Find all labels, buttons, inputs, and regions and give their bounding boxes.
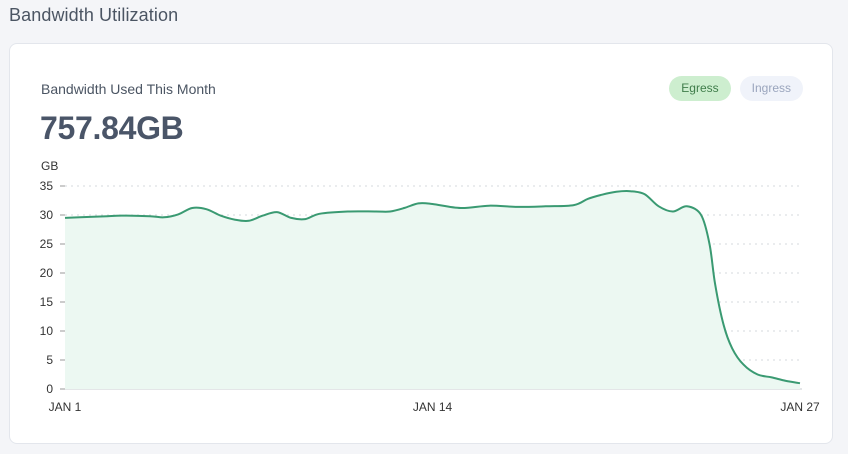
ingress-toggle[interactable]: Ingress (739, 76, 803, 101)
bandwidth-card: Bandwidth Used This Month 757.84GB Egres… (9, 43, 833, 444)
bandwidth-total-value: 757.84GB (40, 110, 184, 146)
y-axis-unit-label: GB (41, 159, 58, 173)
y-tick-label: 0 (46, 382, 53, 396)
bandwidth-chart: GB 0 5 10 15 20 25 30 35 JAN 1 JAN 14 JAN 27 (40, 159, 820, 414)
x-tick-label: JAN 27 (780, 400, 820, 414)
y-tick-label: 30 (40, 208, 54, 222)
y-axis-ticks: 0 5 10 15 20 25 30 35 (40, 179, 65, 396)
traffic-toggle-group: Egress Ingress (669, 76, 803, 101)
card-label: Bandwidth Used This Month (41, 81, 216, 97)
y-tick-label: 25 (40, 237, 54, 251)
x-tick-label: JAN 14 (413, 400, 453, 414)
y-tick-label: 20 (40, 266, 54, 280)
area-fill (65, 191, 800, 389)
x-tick-label: JAN 1 (49, 400, 82, 414)
y-tick-label: 10 (40, 324, 54, 338)
y-tick-label: 5 (46, 353, 53, 367)
y-tick-label: 15 (40, 295, 54, 309)
x-axis-ticks: JAN 1 JAN 14 JAN 27 (49, 400, 820, 414)
egress-toggle[interactable]: Egress (669, 76, 731, 101)
section-title: Bandwidth Utilization (9, 5, 179, 25)
series-line (64, 190, 801, 385)
y-tick-label: 35 (40, 179, 54, 193)
